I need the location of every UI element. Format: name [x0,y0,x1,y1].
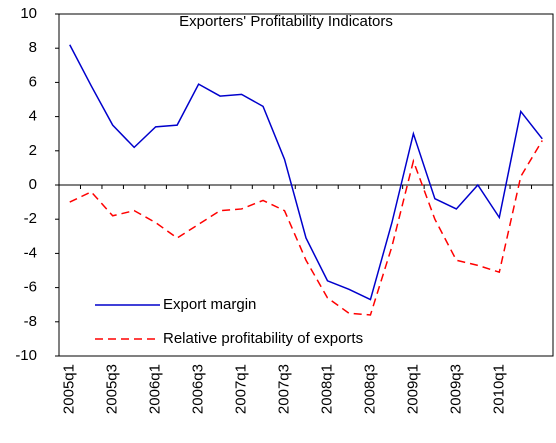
series-line [69,140,543,316]
x-tick-label: 2010q1 [490,364,507,414]
series-line [69,44,543,301]
y-tick-label: -6 [24,279,37,296]
y-tick-label: 8 [29,39,37,56]
x-tick-label: 2007q3 [275,364,292,414]
x-tick-label: 2009q1 [404,364,421,414]
legend-label: Relative profitability of exports [163,330,363,347]
x-tick-label: 2009q3 [447,364,464,414]
x-tick-label: 2008q3 [361,364,378,414]
x-tick-label: 2008q1 [318,364,335,414]
y-tick-label: -2 [24,210,37,227]
x-tick-label: 2005q3 [104,364,121,414]
y-tick-label: -10 [15,347,37,364]
x-tick-label: 2007q1 [233,364,250,414]
y-tick-label: 0 [29,176,37,193]
y-tick-label: 10 [20,5,37,22]
y-tick-label: 2 [29,142,37,159]
y-tick-label: 4 [29,108,37,125]
x-tick-label: 2006q3 [190,364,207,414]
x-tick-label: 2006q1 [147,364,164,414]
y-tick-label: -4 [24,244,37,261]
chart-title: Exporters' Profitability Indicators [179,13,393,30]
y-tick-label: -8 [24,313,37,330]
y-tick-label: 6 [29,73,37,90]
legend-label: Export margin [163,296,256,313]
x-tick-label: 2005q1 [61,364,78,414]
